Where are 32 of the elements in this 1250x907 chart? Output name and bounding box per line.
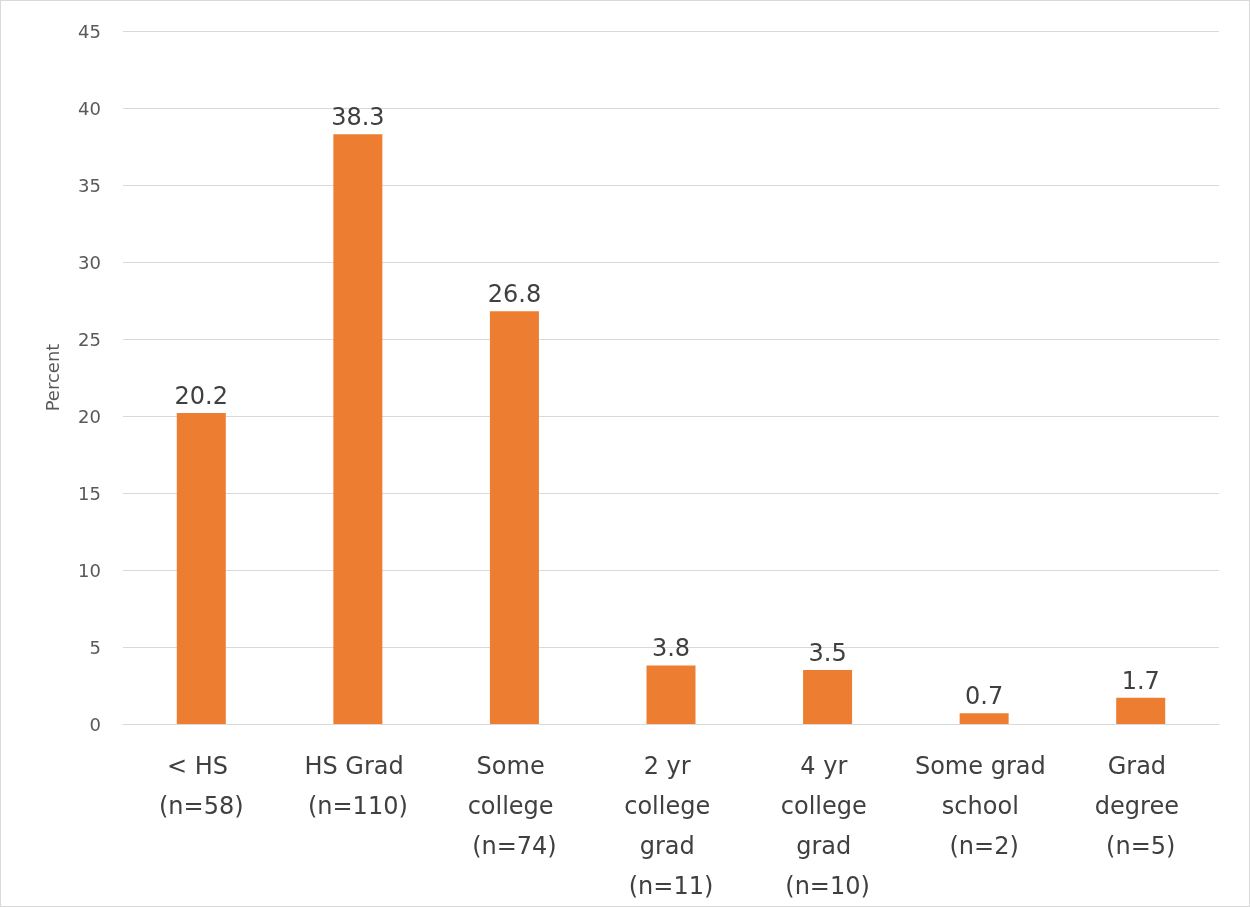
y-tick-label: 25 — [78, 328, 101, 350]
y-axis-title: Percent — [41, 343, 63, 412]
data-label: 38.3 — [331, 103, 385, 132]
data-label: 20.2 — [174, 381, 228, 410]
bar — [803, 670, 853, 724]
data-label: 3.8 — [651, 634, 691, 663]
bar — [176, 412, 226, 724]
x-tick-label: Some grad school (n=2) — [914, 752, 1054, 860]
y-tick-label: 30 — [78, 251, 101, 273]
bar — [646, 665, 696, 724]
x-tick-label: 2 yr college grad (n=11) — [624, 752, 718, 900]
bar — [333, 134, 383, 724]
bar — [959, 713, 1009, 724]
y-tick-label: 15 — [78, 482, 101, 504]
bar — [489, 311, 539, 724]
x-tick-label: HS Grad (n=110) — [304, 752, 412, 820]
data-label: 26.8 — [487, 280, 542, 309]
data-label: 0.7 — [965, 682, 1004, 711]
y-tick-label: 45 — [78, 20, 101, 42]
x-tick-label: < HS (n=58) — [158, 752, 244, 820]
x-tick-label: 4 yr college grad (n=10) — [780, 752, 875, 900]
y-tick-label: 35 — [78, 174, 101, 196]
x-tick-label: Grad degree (n=5) — [1094, 752, 1187, 860]
y-tick-label: 0 — [89, 713, 101, 735]
data-label: 1.7 — [1121, 666, 1160, 695]
y-tick-label: 40 — [78, 97, 101, 119]
y-tick-label: 20 — [78, 405, 101, 427]
y-tick-label: 5 — [89, 636, 101, 658]
y-tick-label: 10 — [78, 559, 101, 581]
data-label: 3.5 — [808, 639, 847, 668]
bar — [1116, 697, 1166, 724]
x-tick-label: Some college (n=74) — [467, 752, 562, 860]
